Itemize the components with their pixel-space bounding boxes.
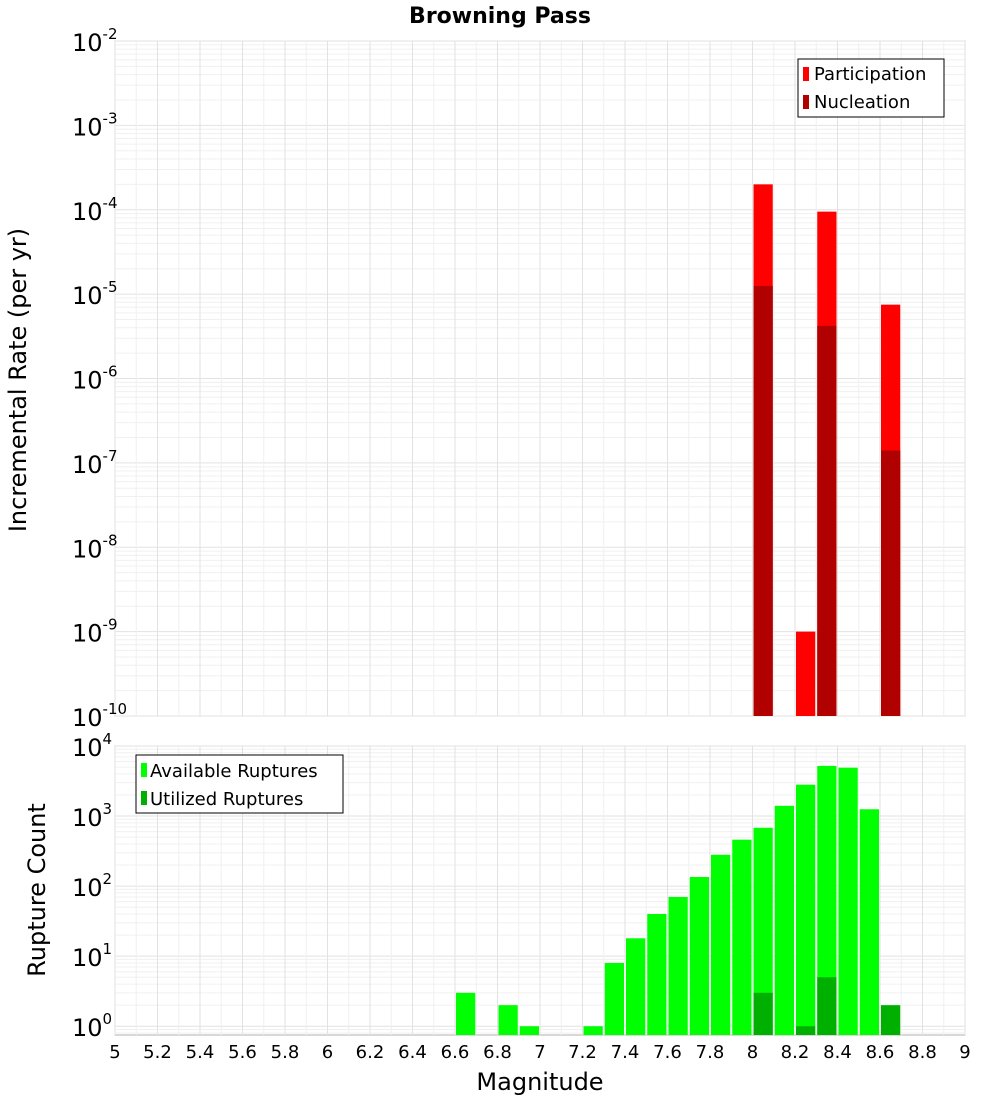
bottom-y-axis-label: Rupture Count xyxy=(23,803,51,977)
top-plot-bars xyxy=(753,184,901,717)
chart-title: Browning Pass xyxy=(409,4,591,29)
top-y-axis-label: Incremental Rate (per yr) xyxy=(4,228,32,532)
x-axis-tick-label: 6.4 xyxy=(398,1042,427,1063)
x-axis-tick-label: 6.2 xyxy=(356,1042,385,1063)
available-ruptures-bar xyxy=(689,876,709,1035)
x-axis-tick-label: 6 xyxy=(322,1042,333,1063)
x-axis-tick-label: 5.2 xyxy=(143,1042,172,1063)
bottom-y-axis-ticks: 104 103 102 101 100 xyxy=(72,730,112,1042)
top-y-axis-tick-label: 10-9 xyxy=(72,616,118,648)
available-ruptures-bar xyxy=(711,854,731,1035)
utilized-ruptures-bar xyxy=(753,992,773,1035)
x-axis-tick-label: 7.8 xyxy=(696,1042,725,1063)
bottom-legend: Available Ruptures Utilized Ruptures xyxy=(135,754,344,814)
x-axis-tick-label: 5.8 xyxy=(271,1042,300,1063)
available-ruptures-bar xyxy=(604,962,624,1035)
top-y-axis-tick-label: 10-8 xyxy=(72,531,118,563)
bottom-y-axis-tick-label: 101 xyxy=(72,940,112,972)
top-legend-box xyxy=(797,58,945,118)
top-y-axis-tick-label: 10-5 xyxy=(72,278,118,310)
legend-participation-label: Participation xyxy=(814,64,926,85)
available-ruptures-bar xyxy=(817,765,837,1035)
legend-available-swatch xyxy=(141,763,147,777)
available-ruptures-bar xyxy=(498,1005,518,1035)
x-axis-label: Magnitude xyxy=(476,1068,603,1096)
available-ruptures-bar xyxy=(796,784,816,1035)
x-axis-tick-label: 5 xyxy=(109,1042,120,1063)
x-axis-tick-label: 9 xyxy=(959,1042,970,1063)
available-ruptures-bar xyxy=(732,839,752,1035)
available-ruptures-bar xyxy=(753,827,773,1035)
x-axis-tick-label: 6.8 xyxy=(483,1042,512,1063)
x-axis-ticks: 5 5.2 5.4 5.6 5.8 6 6.2 6.4 6.6 6.8 7 7.2 7.4 7.6 7.8 8… xyxy=(109,1042,970,1063)
available-ruptures-bar xyxy=(774,805,794,1035)
x-axis-tick-label: 8.4 xyxy=(823,1042,852,1063)
legend-nucleation-swatch xyxy=(803,95,809,109)
bottom-y-axis-tick-label: 103 xyxy=(72,800,112,832)
bottom-y-axis-tick-label: 100 xyxy=(72,1010,112,1042)
bottom-plot-bars xyxy=(456,765,901,1035)
legend-available-label: Available Ruptures xyxy=(150,761,318,782)
x-axis-tick-label: 7 xyxy=(534,1042,545,1063)
nucleation-bar xyxy=(881,450,901,716)
utilized-ruptures-bar xyxy=(796,1026,816,1035)
top-y-axis-tick-label: 10-7 xyxy=(72,447,118,479)
x-axis-tick-label: 5.4 xyxy=(186,1042,215,1063)
available-ruptures-bar xyxy=(668,896,688,1035)
top-legend: Participation Nucleation xyxy=(797,58,945,118)
available-ruptures-bar xyxy=(626,938,646,1035)
x-axis-tick-label: 7.6 xyxy=(653,1042,682,1063)
bottom-y-axis-tick-label: 104 xyxy=(72,730,112,762)
available-ruptures-bar xyxy=(456,992,476,1035)
legend-nucleation-label: Nucleation xyxy=(814,92,910,113)
top-y-axis-tick-label: 10-2 xyxy=(72,25,118,57)
nucleation-bar xyxy=(817,325,837,716)
top-y-axis-ticks: 10-2 10-3 10-4 10-5 10-6 10-7 10-8 10-9 10-10 xyxy=(72,25,127,732)
x-axis-tick-label: 6.6 xyxy=(441,1042,470,1063)
legend-utilized-label: Utilized Ruptures xyxy=(150,789,303,810)
x-axis-tick-label: 8 xyxy=(747,1042,758,1063)
top-y-axis-tick-label: 10-3 xyxy=(72,109,118,141)
x-axis-tick-label: 7.4 xyxy=(611,1042,640,1063)
utilized-ruptures-bar xyxy=(817,977,837,1035)
x-axis-tick-label: 8.6 xyxy=(866,1042,895,1063)
top-y-axis-tick-label: 10-4 xyxy=(72,194,118,226)
available-ruptures-bar xyxy=(647,914,667,1035)
top-plot-gridlines xyxy=(114,40,966,717)
available-ruptures-bar xyxy=(583,1026,603,1035)
top-y-axis-tick-label: 10-10 xyxy=(72,700,127,732)
legend-utilized-swatch xyxy=(141,791,147,805)
x-axis-tick-label: 8.8 xyxy=(908,1042,937,1063)
x-axis-tick-label: 5.6 xyxy=(228,1042,257,1063)
utilized-ruptures-bar xyxy=(881,1005,901,1035)
top-y-axis-tick-label: 10-6 xyxy=(72,363,118,395)
bottom-legend-box xyxy=(135,754,344,814)
bottom-y-axis-tick-label: 102 xyxy=(72,870,112,902)
x-axis-tick-label: 7.2 xyxy=(568,1042,597,1063)
legend-participation-swatch xyxy=(803,67,809,81)
available-ruptures-bar xyxy=(519,1026,539,1035)
x-axis-tick-label: 8.2 xyxy=(781,1042,810,1063)
available-ruptures-bar xyxy=(838,767,858,1035)
nucleation-bar xyxy=(753,285,773,716)
available-ruptures-bar xyxy=(859,809,879,1035)
participation-bar xyxy=(796,631,816,716)
